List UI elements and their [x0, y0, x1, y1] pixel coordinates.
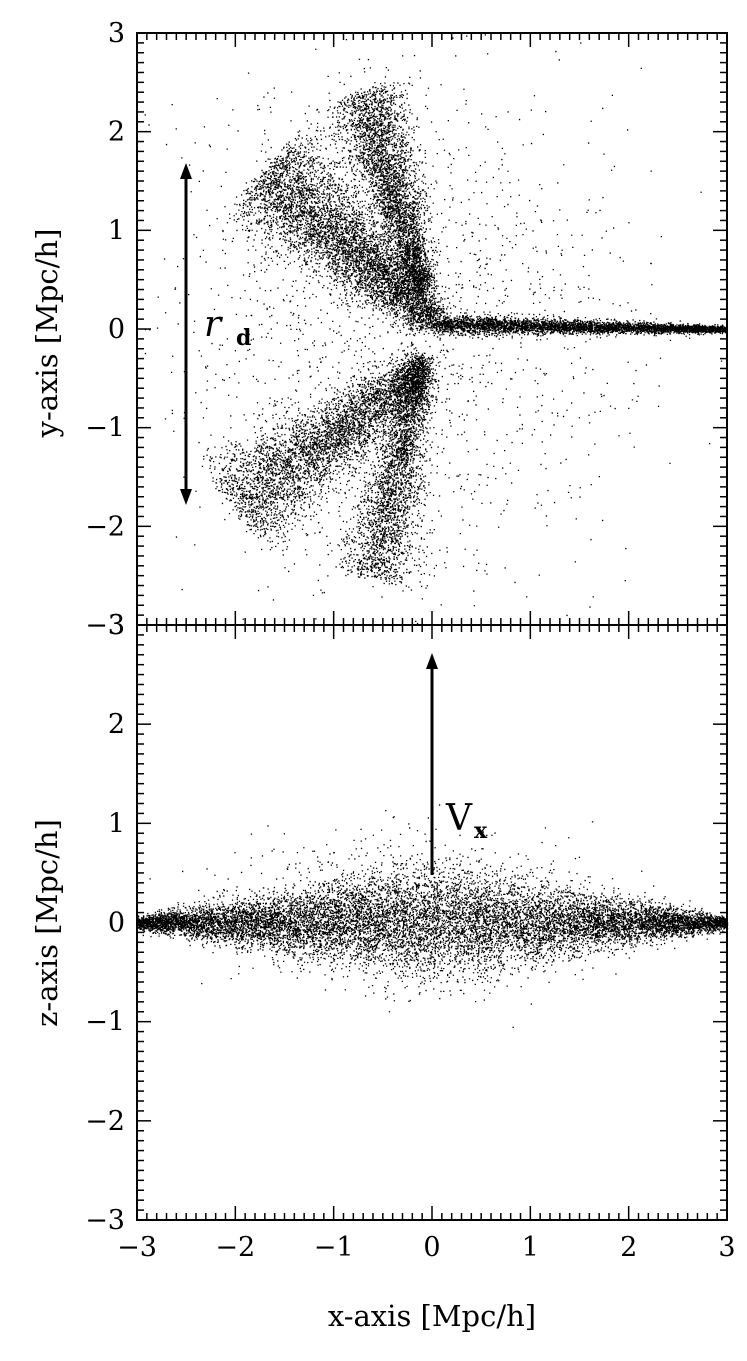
- bottom-x-tick-label: 2: [620, 1232, 637, 1263]
- bottom-y-tick-label: −1: [85, 1007, 125, 1038]
- vx-annotation: V x: [426, 653, 488, 875]
- bottom-x-tick-label: −1: [314, 1232, 354, 1263]
- bottom-y-tick-label: 2: [108, 709, 125, 740]
- top-panel-points: [144, 34, 728, 625]
- top-y-tick-label: −3: [85, 610, 125, 641]
- bottom-panel-points: [137, 804, 729, 1028]
- bottom-x-tick-label: 0: [423, 1232, 440, 1263]
- rd-label: r: [204, 304, 223, 345]
- rd-arrowhead-down: [180, 489, 192, 505]
- top-scatter-points: [144, 34, 728, 625]
- rd-arrowhead-up: [180, 163, 192, 179]
- top-y-tick-label: 2: [108, 117, 125, 148]
- rd-annotation: r d: [180, 163, 251, 505]
- bottom-scatter-points: [137, 804, 729, 1028]
- top-y-tick-label: 1: [108, 215, 125, 246]
- bottom-x-tick-label: −3: [117, 1232, 157, 1263]
- top-panel-ticks: −3 −2 −1 0 1 2 3: [85, 18, 728, 641]
- bottom-x-tick-label: 3: [718, 1232, 735, 1263]
- x-axis-title: x-axis [Mpc/h]: [328, 1299, 536, 1333]
- top-y-tick-label: 0: [108, 314, 125, 345]
- top-y-tick-label: −1: [85, 413, 125, 444]
- bottom-y-tick-label: 3: [108, 610, 125, 641]
- rd-subscript: d: [236, 325, 251, 351]
- vx-arrowhead: [426, 653, 438, 669]
- top-panel: −3 −2 −1 0 1 2 3 y-axis [Mpc/h] r d: [30, 18, 728, 641]
- top-y-axis-title: y-axis [Mpc/h]: [30, 229, 64, 439]
- vx-subscript: x: [474, 818, 488, 844]
- bottom-y-tick-label: −2: [85, 1106, 125, 1137]
- vx-label: V: [445, 798, 473, 839]
- top-y-tick-label: −2: [85, 511, 125, 542]
- top-y-tick-label: 3: [108, 18, 125, 49]
- bottom-y-tick-label: 0: [108, 908, 125, 939]
- bottom-x-tick-label: 1: [522, 1232, 539, 1263]
- bottom-y-axis-title: z-axis [Mpc/h]: [30, 819, 64, 1027]
- bottom-y-tick-label: −3: [85, 1205, 125, 1236]
- bottom-y-tick-label: 1: [108, 808, 125, 839]
- bottom-x-tick-label: −2: [215, 1232, 255, 1263]
